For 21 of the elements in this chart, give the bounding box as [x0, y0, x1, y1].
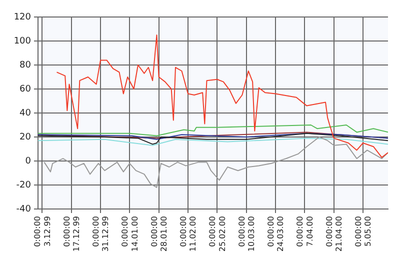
x-tick-label: 0:00:00 25.02.00 — [208, 216, 227, 252]
x-tick-label: 0:00:00 24.03.00 — [266, 216, 286, 252]
x-tick-label: 0:00:00 10.03.00 — [237, 216, 256, 252]
x-tick-label: 0:00:00 5.05.00 — [354, 216, 373, 247]
y-tick-label: -40 — [16, 204, 32, 214]
x-tick-label: 0:00:00 21.04.00 — [324, 216, 344, 252]
x-tick-label: 0:00:00 17.12.99 — [62, 216, 82, 252]
x-tick-label: 0:00:00 11.02.00 — [179, 216, 198, 252]
y-tick-label: -20 — [16, 180, 32, 190]
y-tick-label: 60 — [20, 84, 32, 94]
y-tick-label: 120 — [14, 12, 32, 22]
x-tick-label: 0:00:00 28.01.00 — [150, 216, 169, 252]
y-tick-label: 20 — [20, 132, 32, 142]
x-tick-label: 0:00:00 7.04.00 — [296, 216, 314, 247]
x-tick-label: 0:00:00 14.01.00 — [120, 216, 140, 252]
y-tick-label: 0 — [25, 156, 32, 166]
x-tick-label: 0:00:00 3.12.99 — [33, 216, 52, 247]
x-tick-label: 0:00:00 31.12.99 — [92, 216, 110, 252]
y-tick-label: 40 — [20, 108, 32, 118]
y-tick-label: 80 — [20, 60, 32, 70]
y-tick-label: 100 — [14, 36, 32, 46]
